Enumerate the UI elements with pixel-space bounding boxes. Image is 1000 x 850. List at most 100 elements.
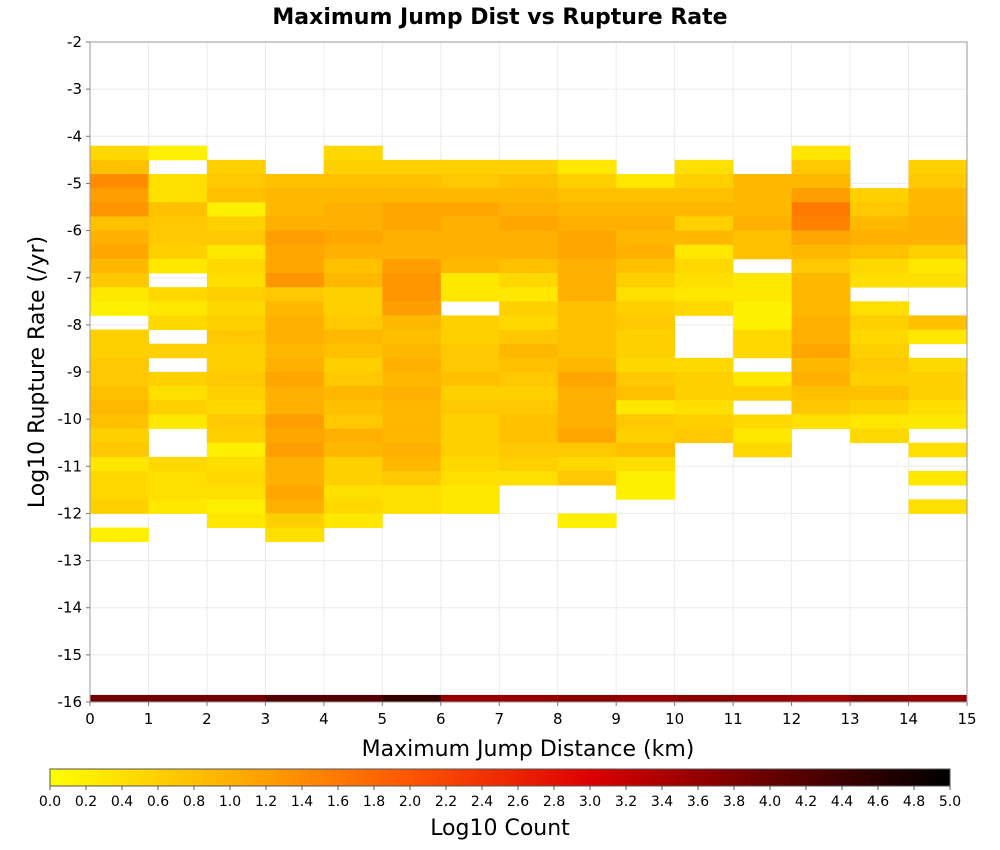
heatmap-cell bbox=[733, 414, 792, 429]
heatmap-cell bbox=[323, 343, 383, 359]
heatmap-cell bbox=[323, 329, 383, 345]
heatmap-cell bbox=[440, 315, 500, 330]
x-tick-label: 14 bbox=[899, 710, 918, 728]
heatmap-cell bbox=[616, 386, 676, 401]
heatmap-cell bbox=[557, 428, 617, 444]
heatmap-cell bbox=[440, 456, 500, 472]
heatmap-cell bbox=[206, 273, 266, 288]
heatmap-cell bbox=[791, 301, 851, 316]
x-tick-label: 7 bbox=[494, 710, 504, 728]
heatmap-cell bbox=[616, 202, 676, 217]
colorbar-tick-label: 3.4 bbox=[651, 794, 673, 810]
heatmap-cell bbox=[557, 159, 617, 175]
heatmap-cell bbox=[499, 258, 559, 274]
heatmap-cell bbox=[90, 159, 149, 175]
heatmap-cell bbox=[674, 230, 734, 246]
colorbar-ticks: 0.0 0.2 0.4 0.6 0.8 1.0 1.2 1.4 1.6 1.8 2.0 2.2 2.4 2… bbox=[39, 786, 961, 810]
colorbar-tick-label: 1.6 bbox=[327, 794, 349, 810]
heatmap-cell bbox=[557, 357, 617, 373]
heatmap-cell bbox=[674, 202, 734, 217]
heatmap-cell bbox=[323, 273, 383, 288]
heatmap-cell bbox=[265, 513, 325, 528]
heatmap-cell bbox=[499, 244, 559, 260]
heatmap-cell bbox=[90, 216, 149, 231]
heatmap-cell bbox=[557, 372, 617, 387]
heatmap-cell bbox=[90, 527, 149, 543]
heatmap-cell bbox=[791, 273, 851, 288]
heatmap-cell bbox=[90, 456, 149, 472]
heatmap-cell bbox=[791, 258, 851, 274]
chart-title: Maximum Jump Dist vs Rupture Rate bbox=[272, 5, 727, 30]
heatmap-cell bbox=[323, 202, 383, 217]
heatmap-cell bbox=[908, 174, 968, 189]
heatmap-cell bbox=[265, 386, 325, 401]
heatmap-cell bbox=[148, 372, 208, 387]
heatmap-cell bbox=[265, 273, 325, 288]
heatmap-cell bbox=[557, 386, 617, 401]
heatmap-cell bbox=[499, 428, 559, 444]
heatmap-cell bbox=[850, 315, 909, 330]
heatmap-cell bbox=[616, 357, 676, 373]
heatmap-cell bbox=[499, 315, 559, 330]
heatmap-cell bbox=[791, 174, 851, 189]
heatmap-cell bbox=[90, 230, 149, 246]
heatmap-cell bbox=[791, 287, 851, 302]
x-tick-label: 10 bbox=[665, 710, 684, 728]
heatmap-cell bbox=[265, 230, 325, 246]
heatmap-cell bbox=[265, 188, 325, 203]
heatmap-cell bbox=[499, 159, 559, 175]
heatmap-cell bbox=[791, 188, 851, 203]
colorbar-tick-label: 2.2 bbox=[435, 794, 457, 810]
heatmap-cell bbox=[206, 174, 266, 189]
heatmap-cell bbox=[148, 315, 208, 330]
heatmap-cell bbox=[148, 230, 208, 246]
heatmap-cell bbox=[265, 287, 325, 302]
heatmap-cell bbox=[323, 471, 383, 486]
colorbar-tick-label: 4.0 bbox=[759, 794, 781, 810]
heatmap-cell bbox=[616, 301, 676, 316]
heatmap-cell bbox=[382, 174, 442, 189]
heatmap-cell bbox=[616, 188, 676, 203]
colorbar-tick-label: 2.0 bbox=[399, 794, 421, 810]
heatmap-cell bbox=[557, 400, 617, 415]
x-axis-ticks: 0 1 2 3 4 5 6 7 8 9 10 11 12 13 14 15 bbox=[85, 702, 977, 728]
heatmap-cell bbox=[148, 216, 208, 231]
y-tick-label: -15 bbox=[58, 646, 83, 664]
colorbar bbox=[49, 768, 951, 787]
heatmap-cell bbox=[908, 230, 968, 246]
colorbar-tick-label: 4.6 bbox=[867, 794, 889, 810]
heatmap-cell bbox=[733, 372, 792, 387]
heatmap-cell bbox=[499, 414, 559, 429]
heatmap-cell bbox=[499, 471, 559, 486]
heatmap-cell bbox=[440, 159, 500, 175]
heatmap-cell bbox=[850, 386, 909, 401]
heatmap-cell bbox=[323, 188, 383, 203]
heatmap-cell bbox=[382, 273, 442, 288]
heatmap-cell bbox=[733, 287, 792, 302]
heatmap-cell bbox=[616, 456, 676, 472]
heatmap-cell bbox=[440, 188, 500, 203]
heatmap-cell bbox=[733, 694, 792, 702]
x-tick-label: 11 bbox=[724, 710, 743, 728]
heatmap-cell bbox=[440, 202, 500, 217]
heatmap-cell bbox=[206, 357, 266, 373]
heatmap-cell bbox=[499, 456, 559, 472]
heatmap-cell bbox=[440, 428, 500, 444]
heatmap-cell bbox=[265, 357, 325, 373]
heatmap-cell bbox=[908, 357, 968, 373]
heatmap-cell bbox=[206, 386, 266, 401]
heatmap-cell bbox=[265, 428, 325, 444]
heatmap-cell bbox=[616, 174, 676, 189]
heatmap-cell bbox=[323, 159, 383, 175]
heatmap-cell bbox=[90, 301, 149, 316]
colorbar-tick-label: 1.8 bbox=[363, 794, 385, 810]
heatmap-cell bbox=[206, 315, 266, 330]
x-tick-label: 8 bbox=[553, 710, 563, 728]
heatmap-cell bbox=[557, 343, 617, 359]
heatmap-cell bbox=[674, 216, 734, 231]
heatmap-cell bbox=[908, 329, 968, 345]
y-tick-label: -9 bbox=[67, 363, 82, 381]
heatmap-cell bbox=[557, 258, 617, 274]
heatmap-cell bbox=[499, 202, 559, 217]
x-tick-label: 1 bbox=[144, 710, 154, 728]
